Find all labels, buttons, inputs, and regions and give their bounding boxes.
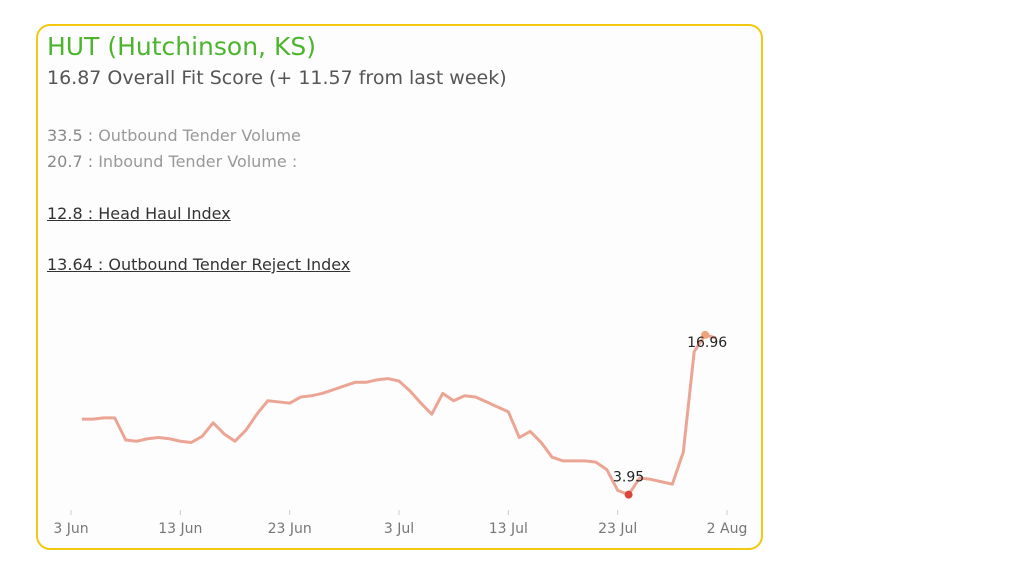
metric[interactable]: 13.64 : Outbound Tender Reject Index	[47, 255, 350, 274]
metric-label: Outbound Tender Reject Index	[108, 255, 351, 274]
subtitle: 16.87 Overall Fit Score (+ 11.57 from la…	[47, 67, 507, 89]
line	[81, 333, 717, 497]
metric[interactable]: 12.8 : Head Haul Index	[47, 204, 231, 223]
x-tick-label: 3 Jun	[53, 521, 88, 537]
metric-label: Head Haul Index	[98, 204, 231, 223]
highlight-point	[701, 330, 710, 339]
x-tick-label: 13 Jul	[489, 521, 528, 537]
metric-value: 33.5 :	[47, 126, 94, 145]
x-tick-label: 2 Aug	[707, 521, 748, 537]
x-tick-label: 23 Jun	[268, 521, 312, 537]
metric-value: 20.7 :	[47, 152, 94, 171]
x-tick-label: 23 Jul	[598, 521, 637, 537]
title: HUT (Hutchinson, KS)	[47, 32, 316, 61]
metric-label: Inbound Tender Volume :	[98, 152, 298, 171]
metric: 20.7 : Inbound Tender Volume :	[47, 152, 297, 171]
metric-label: Outbound Tender Volume	[98, 126, 301, 145]
metric-value: 13.64 :	[47, 255, 104, 274]
data-label: 3.95	[613, 470, 644, 486]
metric: 33.5 : Outbound Tender Volume	[47, 126, 301, 145]
data-label: 16.96	[687, 335, 727, 351]
x-tick-label: 3 Jul	[384, 521, 414, 537]
card	[36, 24, 763, 550]
metric-value: 12.8 :	[47, 204, 94, 223]
x-tick-label: 13 Jun	[158, 521, 202, 537]
highlight-point	[624, 490, 633, 499]
